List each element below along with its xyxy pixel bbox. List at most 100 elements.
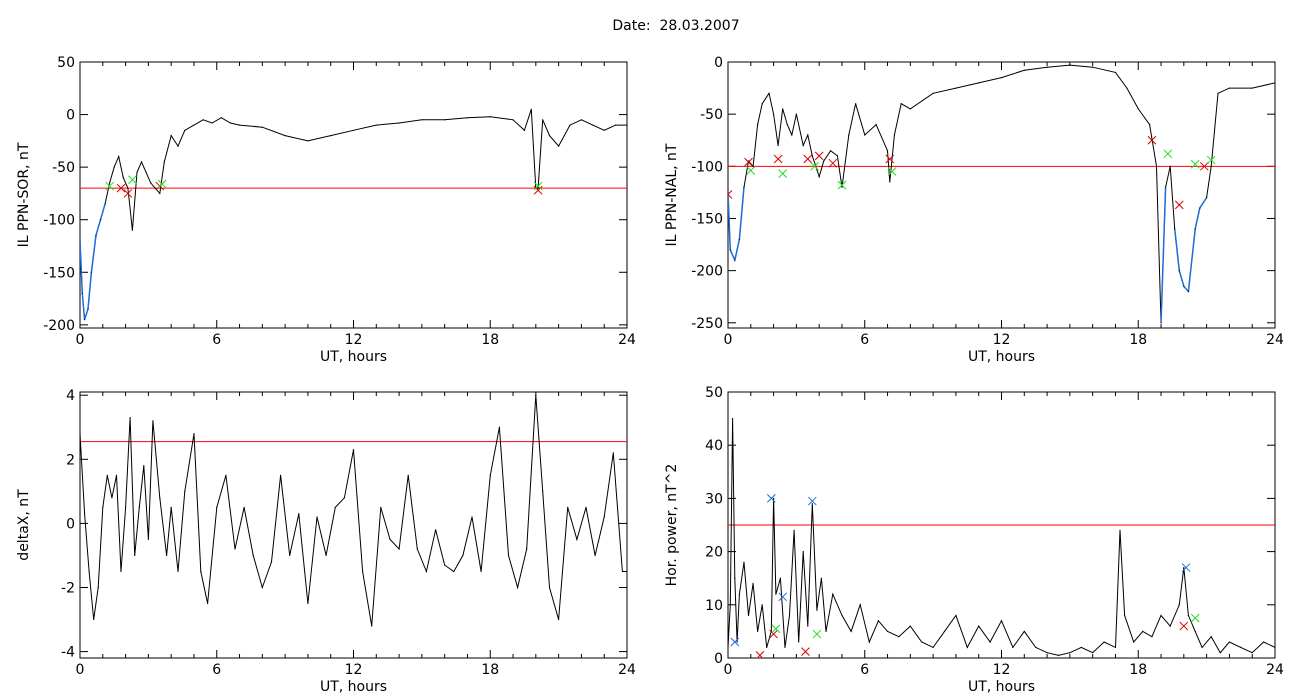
data-point <box>170 506 172 508</box>
event-marker-stroke <box>769 629 778 639</box>
data-point <box>1210 165 1212 167</box>
event-marker-stroke <box>837 180 847 190</box>
data-point <box>823 160 825 162</box>
data-point <box>143 465 145 467</box>
data-point <box>166 554 168 557</box>
data-point <box>380 506 382 508</box>
data-point <box>836 155 839 157</box>
series-dip-segment <box>80 240 84 294</box>
data-point <box>1206 197 1208 199</box>
data-point <box>1069 64 1071 66</box>
plot-area <box>80 108 627 321</box>
data-point <box>832 593 834 595</box>
y-tick-label: 50 <box>705 385 723 401</box>
data-point <box>932 646 934 648</box>
data-point <box>154 187 156 189</box>
data-point <box>898 636 900 638</box>
data-point <box>955 87 957 89</box>
data-point <box>229 122 232 124</box>
data-point <box>127 187 129 189</box>
series-dip-segment <box>1160 187 1167 323</box>
data-point <box>761 604 763 606</box>
series-line <box>728 64 1275 323</box>
x-tick-label: 18 <box>481 662 499 678</box>
y-tick-label: -4 <box>61 645 75 661</box>
y-axis-label: IL PPN-NAL, nT <box>664 143 680 246</box>
event-marker <box>730 637 740 647</box>
y-tick-label: -50 <box>700 107 723 123</box>
x-tick-label: 0 <box>724 662 733 678</box>
data-point <box>728 646 729 648</box>
event-marker <box>814 151 824 161</box>
data-point <box>526 548 528 550</box>
event-marker <box>812 629 822 639</box>
event-marker <box>773 154 783 164</box>
data-point <box>761 103 763 105</box>
data-point <box>109 182 111 184</box>
data-point <box>466 117 469 119</box>
data-point <box>87 308 89 310</box>
data-point <box>1174 228 1176 230</box>
data-point <box>1169 165 1171 167</box>
event-marker <box>778 169 788 178</box>
series-dip-segment <box>734 239 741 261</box>
data-point <box>1149 123 1151 126</box>
y-axis-label: deltaX, nT <box>16 489 32 561</box>
event-marker <box>123 189 133 198</box>
data-point <box>921 641 923 643</box>
data-point <box>807 625 809 627</box>
data-point <box>736 641 738 643</box>
data-point <box>734 259 736 261</box>
data-point <box>88 570 90 573</box>
data-point <box>1069 652 1071 654</box>
data-point <box>398 548 400 550</box>
event-marker-stroke <box>730 637 740 647</box>
data-point <box>788 614 791 617</box>
data-point <box>567 506 569 508</box>
data-point <box>786 123 788 126</box>
data-point <box>111 497 113 499</box>
data-point <box>886 150 889 152</box>
event-marker <box>1206 155 1216 165</box>
series-dip-segment <box>1199 197 1208 209</box>
event-marker-stroke <box>810 161 819 171</box>
data-point <box>738 593 740 595</box>
data-point <box>558 618 560 621</box>
y-tick-label: 0 <box>66 108 75 124</box>
series-dip-segment <box>90 235 97 273</box>
y-tick-label: -100 <box>691 159 723 175</box>
event-marker-stroke <box>756 650 765 658</box>
event-marker-stroke <box>1147 135 1157 145</box>
y-tick-label: -200 <box>691 264 723 280</box>
event-marker <box>885 154 895 164</box>
data-point <box>129 417 131 419</box>
series-dip-segment <box>81 293 86 320</box>
series-dip-segment <box>1183 285 1189 292</box>
event-marker-stroke <box>1206 155 1216 165</box>
data-point <box>211 122 213 124</box>
data-point <box>352 449 355 451</box>
event-marker-stroke <box>778 592 788 602</box>
plot-area <box>728 64 1275 324</box>
data-point <box>757 123 759 126</box>
event-marker <box>803 154 813 164</box>
data-point <box>743 186 745 188</box>
data-point <box>200 570 202 573</box>
series-dip-segment <box>1178 270 1185 287</box>
event-marker <box>810 161 819 171</box>
data-point <box>480 570 482 573</box>
event-marker-stroke <box>123 189 133 198</box>
data-point <box>848 134 850 136</box>
data-point <box>966 646 968 648</box>
event-marker-stroke <box>778 169 788 178</box>
event-marker <box>837 180 847 190</box>
series-line <box>80 395 627 627</box>
data-point <box>772 497 775 499</box>
x-axis-label: UT, hours <box>320 349 387 365</box>
event-marker-stroke <box>105 181 114 191</box>
plot-frame <box>727 61 1276 329</box>
data-point <box>542 490 544 492</box>
data-point <box>517 586 519 589</box>
data-point <box>757 630 759 633</box>
series-dip-segment <box>738 187 745 240</box>
